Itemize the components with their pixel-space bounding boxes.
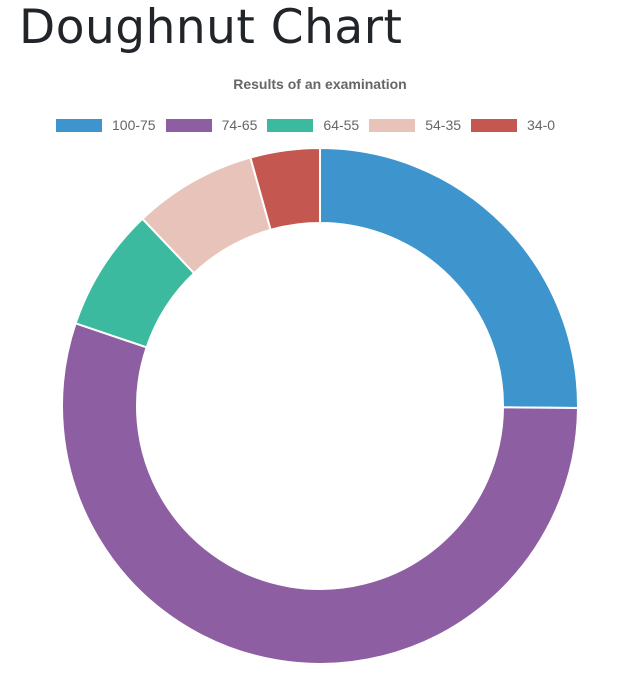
doughnut-segment-74-65[interactable] (61, 322, 580, 665)
legend-swatch (267, 118, 314, 132)
legend-item-54-35[interactable]: 54-35 (369, 117, 461, 133)
legend-label: 100-75 (112, 117, 156, 133)
legend-item-34-0[interactable]: 34-0 (471, 117, 555, 133)
legend-label: 64-55 (323, 117, 360, 133)
legend-item-74-65[interactable]: 74-65 (165, 117, 258, 133)
legend-label: 34-0 (527, 117, 556, 133)
legend-swatch (165, 118, 212, 132)
legend-item-64-55[interactable]: 64-55 (267, 117, 359, 133)
legend-swatch (56, 118, 102, 132)
legend-label: 54-35 (425, 117, 462, 133)
legend-swatch (471, 118, 518, 132)
legend-label: 74-65 (221, 117, 258, 133)
chart-container: Results of an examination 100-75 74-65 6… (0, 68, 618, 678)
doughnut-chart (61, 146, 580, 665)
doughnut-segment-100-75[interactable] (319, 146, 579, 409)
chart-title: Results of an examination (233, 76, 407, 92)
legend-item-100-75[interactable]: 100-75 (56, 117, 156, 133)
page-title: Doughnut Chart (19, 0, 403, 55)
doughnut-segment-34-0[interactable] (249, 146, 321, 232)
legend-swatch (369, 118, 416, 132)
chart-legend: 100-75 74-65 64-55 54-35 34-0 (56, 116, 565, 134)
